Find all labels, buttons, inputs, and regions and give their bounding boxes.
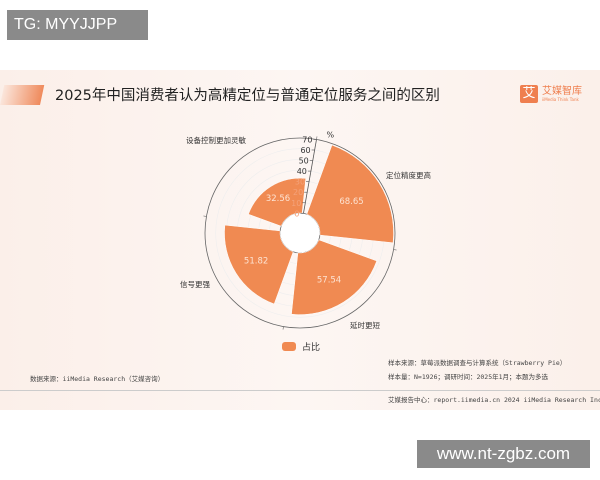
legend-label: 占比	[302, 343, 321, 353]
radial-tick-label: 0	[294, 209, 299, 218]
angle-tick	[316, 136, 318, 140]
data-label: 68.65	[339, 197, 363, 207]
data-source: 数据来源：iiMedia Research（艾媒咨询）	[30, 375, 165, 383]
category-label: 延时更短	[350, 320, 380, 330]
radial-tick-label: 50	[299, 157, 309, 166]
legend: 占比	[282, 340, 320, 353]
bar-sector	[224, 224, 294, 305]
radial-tick-label: 40	[297, 167, 307, 176]
watermark-bottom: www.nt-zgbz.com	[417, 440, 590, 468]
angle-tick	[203, 215, 207, 217]
footer-divider	[0, 390, 600, 391]
radial-tick-label: 60	[300, 146, 310, 155]
radial-tick-label: 30	[295, 178, 305, 187]
angle-tick	[393, 249, 397, 251]
radial-axis-unit: %	[326, 130, 334, 139]
radial-axis	[303, 139, 317, 214]
legend-swatch	[282, 342, 296, 351]
logo-name: 艾媒智库	[542, 85, 582, 97]
logo-subtitle: iiMedia Think Tank	[542, 96, 579, 102]
watermark-top: TG: MYYJJPP	[7, 10, 148, 40]
radial-tick-label: 10	[291, 199, 301, 208]
category-label: 信号更强	[180, 279, 210, 289]
category-label: 设备控制更加灵敏	[186, 135, 246, 145]
data-label: 51.82	[244, 256, 268, 266]
logo-mark: 艾	[520, 85, 538, 103]
angle-tick	[282, 326, 284, 330]
bar-sector	[291, 239, 378, 315]
bar-sector	[248, 177, 307, 227]
report-center: 艾媒报告中心：report.iimedia.cn 2024 iiMedia Re…	[388, 396, 600, 404]
data-label: 57.54	[317, 275, 341, 285]
bar-sector	[306, 144, 394, 244]
category-label: 定位精度更高	[386, 170, 431, 180]
radial-tick-label: 70	[302, 135, 312, 144]
data-label: 32.56	[266, 194, 290, 204]
chart-title: 2025年中国消费者认为高精定位与普通定位服务之间的区别	[55, 88, 440, 104]
sample-size: 样本量：N=1926；调研时间：2025年1月；本题为多选	[388, 373, 549, 381]
logo: 艾 艾媒智库 iiMedia Think Tank	[520, 85, 582, 103]
outer-ring	[204, 137, 396, 329]
sample-source: 样本来源：草莓派数据调查与计算系统（Strawberry Pie）	[388, 359, 567, 367]
radial-tick-label: 20	[293, 188, 303, 197]
